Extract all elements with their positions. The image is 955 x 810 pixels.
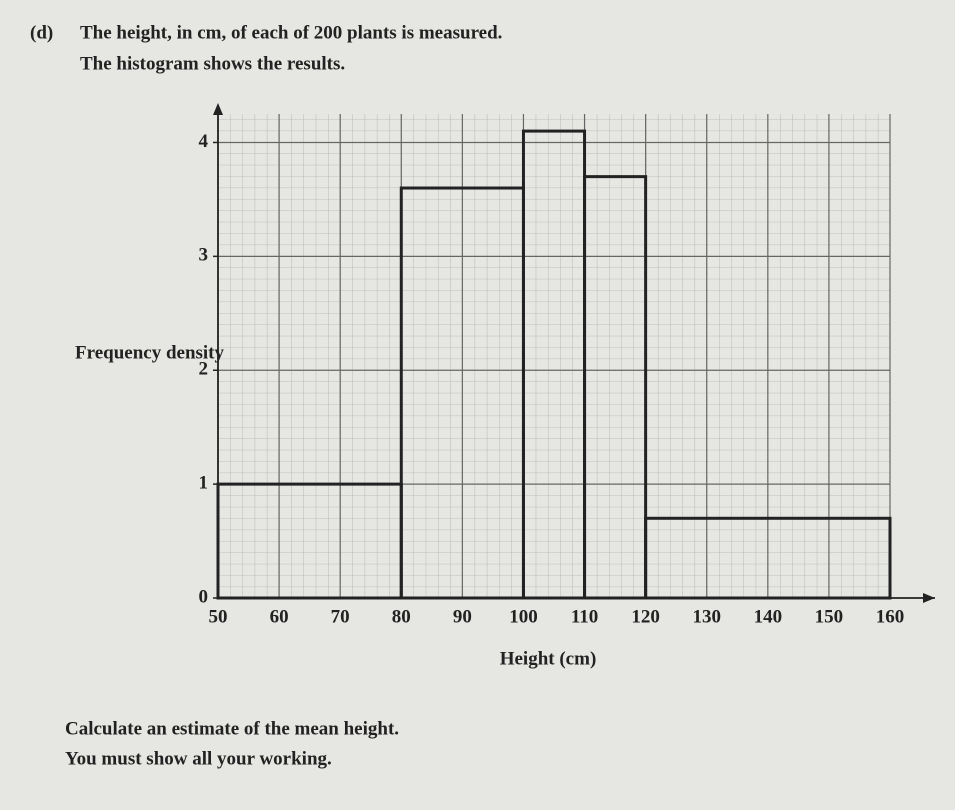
x-tick-label: 140 xyxy=(754,606,783,627)
y-tick-label: 4 xyxy=(199,131,209,152)
y-tick-label: 1 xyxy=(199,472,209,493)
x-tick-label: 60 xyxy=(270,606,289,627)
question-text: The histogram shows the results. xyxy=(80,53,345,74)
minor-grid xyxy=(218,114,890,598)
y-tick-label: 3 xyxy=(199,245,209,266)
x-axis-label: Height (cm) xyxy=(500,648,597,669)
x-tick-label: 150 xyxy=(815,606,844,627)
x-tick-label: 80 xyxy=(392,606,411,627)
question-text: The height, in cm, of each of 200 plants… xyxy=(80,22,502,43)
x-tick-label: 100 xyxy=(509,606,538,627)
x-tick-label: 160 xyxy=(876,606,905,627)
y-arrow xyxy=(213,103,223,115)
plot: 50 60 70 80 90 100 110 120 130 140 150 160 0 1 2 3 4 xyxy=(199,103,935,627)
task-text: You must show all your working. xyxy=(65,748,332,769)
y-tick-label: 0 xyxy=(199,586,209,607)
x-tick-label: 110 xyxy=(571,606,598,627)
task-text: Calculate an estimate of the mean height… xyxy=(65,718,399,739)
y-axis-label: Frequency density xyxy=(75,342,225,363)
x-tick-label: 120 xyxy=(631,606,660,627)
x-arrow xyxy=(923,593,935,603)
x-tick-label: 50 xyxy=(209,606,228,627)
bar xyxy=(644,516,892,600)
x-tick-label: 70 xyxy=(331,606,350,627)
part-label: (d) xyxy=(30,22,53,43)
bar xyxy=(583,175,648,600)
x-tick-label: 90 xyxy=(453,606,472,627)
y-tick-label: 2 xyxy=(199,359,209,380)
x-tick-label: 130 xyxy=(692,606,721,627)
